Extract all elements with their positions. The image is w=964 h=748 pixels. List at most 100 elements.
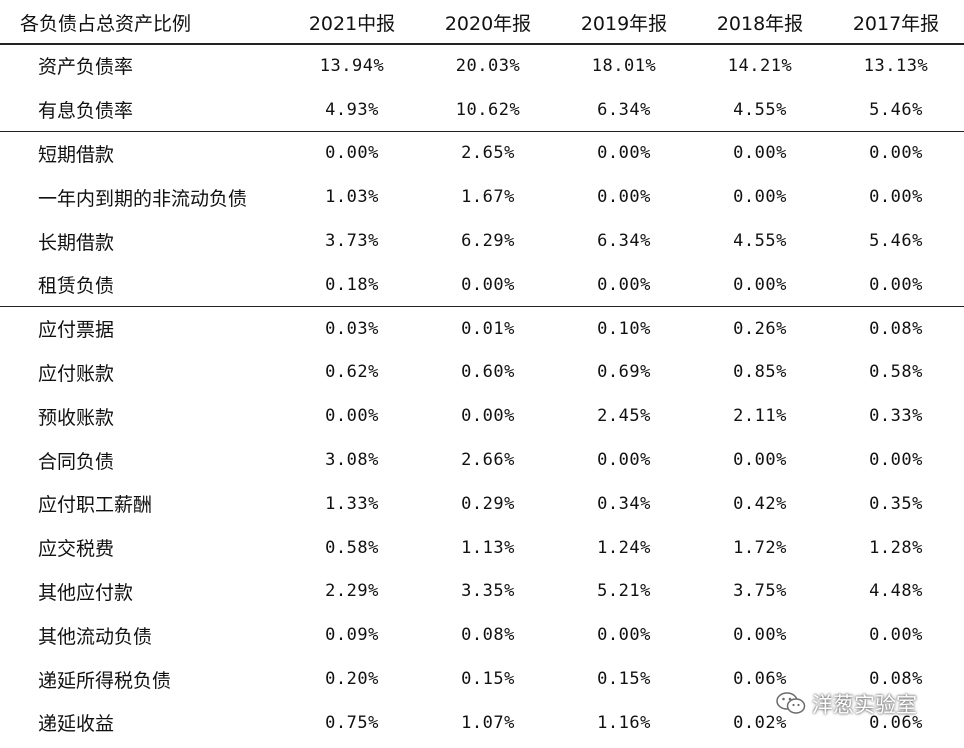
group-divider — [0, 306, 964, 307]
table-row: 租赁负债 0.18% 0.00% 0.00% 0.00% 0.00% — [0, 263, 964, 307]
row-label: 应付职工薪酬 — [38, 494, 153, 517]
value-cell: 4.48% — [869, 581, 923, 602]
value-cell: 2.45% — [597, 406, 651, 427]
value-cell: 0.00% — [461, 274, 515, 295]
table-header-row: 各负债占总资产比例 2021中报 2020年报 2019年报 2018年报 20… — [0, 0, 964, 44]
row-label: 其他应付款 — [38, 581, 134, 604]
header-period: 2017年报 — [852, 12, 940, 35]
row-label: 其他流动负债 — [38, 625, 153, 648]
value-cell: 0.00% — [597, 625, 651, 646]
value-cell: 18.01% — [591, 55, 657, 76]
value-cell: 13.94% — [319, 55, 385, 76]
value-cell: 0.00% — [597, 143, 651, 164]
value-cell: 0.62% — [325, 362, 379, 383]
value-cell: 13.13% — [863, 55, 929, 76]
row-label: 应交税费 — [38, 538, 115, 561]
table-row: 一年内到期的非流动负债 1.03% 1.67% 0.00% 0.00% 0.00% — [0, 175, 964, 219]
table-row: 应付票据 0.03% 0.01% 0.10% 0.26% 0.08% — [0, 307, 964, 351]
header-rule — [0, 43, 964, 45]
value-cell: 0.01% — [461, 318, 515, 339]
value-cell: 0.00% — [733, 274, 787, 295]
value-cell: 1.33% — [325, 493, 379, 514]
value-cell: 0.00% — [869, 143, 923, 164]
table-row: 其他应付款 2.29% 3.35% 5.21% 3.75% 4.48% — [0, 570, 964, 614]
table-row: 资产负债率 13.94% 20.03% 18.01% 14.21% 13.13% — [0, 44, 964, 88]
value-cell: 0.58% — [869, 362, 923, 383]
value-cell: 3.35% — [461, 581, 515, 602]
value-cell: 0.00% — [733, 450, 787, 471]
value-cell: 5.21% — [597, 581, 651, 602]
row-label: 短期借款 — [38, 143, 115, 166]
value-cell: 0.33% — [869, 406, 923, 427]
value-cell: 1.72% — [733, 537, 787, 558]
value-cell: 6.34% — [597, 231, 651, 252]
row-label: 有息负债率 — [38, 100, 134, 123]
value-cell: 4.93% — [325, 99, 379, 120]
value-cell: 0.42% — [733, 493, 787, 514]
value-cell: 2.66% — [461, 450, 515, 471]
value-cell: 1.07% — [461, 712, 515, 733]
value-cell: 0.58% — [325, 537, 379, 558]
value-cell: 6.34% — [597, 99, 651, 120]
row-label: 一年内到期的非流动负债 — [38, 187, 248, 210]
table-row: 递延收益 0.75% 1.07% 1.16% 0.02% 0.06% — [0, 701, 964, 745]
value-cell: 1.13% — [461, 537, 515, 558]
value-cell: 3.08% — [325, 450, 379, 471]
value-cell: 0.00% — [869, 625, 923, 646]
header-period: 2019年报 — [580, 12, 668, 35]
value-cell: 0.34% — [597, 493, 651, 514]
row-label: 应付票据 — [38, 319, 115, 342]
value-cell: 0.26% — [733, 318, 787, 339]
value-cell: 0.35% — [869, 493, 923, 514]
table-row: 预收账款 0.00% 0.00% 2.45% 2.11% 0.33% — [0, 394, 964, 438]
value-cell: 0.20% — [325, 669, 379, 690]
header-period: 2020年报 — [444, 12, 532, 35]
value-cell: 2.29% — [325, 581, 379, 602]
header-label: 各负债占总资产比例 — [20, 12, 192, 35]
value-cell: 4.55% — [733, 231, 787, 252]
value-cell: 0.06% — [733, 669, 787, 690]
value-cell: 0.00% — [733, 625, 787, 646]
value-cell: 0.06% — [869, 712, 923, 733]
value-cell: 2.11% — [733, 406, 787, 427]
value-cell: 0.02% — [733, 712, 787, 733]
row-label: 应付账款 — [38, 362, 115, 385]
value-cell: 0.75% — [325, 712, 379, 733]
value-cell: 20.03% — [455, 55, 521, 76]
value-cell: 0.08% — [869, 669, 923, 690]
value-cell: 14.21% — [727, 55, 793, 76]
row-label: 租赁负债 — [38, 275, 115, 298]
value-cell: 2.65% — [461, 143, 515, 164]
value-cell: 0.00% — [597, 274, 651, 295]
table-row: 长期借款 3.73% 6.29% 6.34% 4.55% 5.46% — [0, 219, 964, 263]
row-label: 资产负债率 — [38, 56, 134, 79]
table-row: 其他流动负债 0.09% 0.08% 0.00% 0.00% 0.00% — [0, 613, 964, 657]
value-cell: 0.00% — [733, 143, 787, 164]
value-cell: 1.24% — [597, 537, 651, 558]
value-cell: 0.69% — [597, 362, 651, 383]
table-row: 递延所得税负债 0.20% 0.15% 0.15% 0.06% 0.08% — [0, 657, 964, 701]
value-cell: 5.46% — [869, 99, 923, 120]
value-cell: 0.18% — [325, 274, 379, 295]
wechat-icon — [776, 691, 806, 717]
value-cell: 0.09% — [325, 625, 379, 646]
header-period: 2021中报 — [308, 12, 396, 35]
row-label: 递延所得税负债 — [38, 669, 172, 692]
row-label: 预收账款 — [38, 406, 115, 429]
table-body: 资产负债率 13.94% 20.03% 18.01% 14.21% 13.13% 有息负债率… — [0, 44, 964, 745]
value-cell: 0.15% — [597, 669, 651, 690]
value-cell: 0.00% — [461, 406, 515, 427]
value-cell: 0.03% — [325, 318, 379, 339]
table-row: 应付职工薪酬 1.33% 0.29% 0.34% 0.42% 0.35% — [0, 482, 964, 526]
value-cell: 0.15% — [461, 669, 515, 690]
value-cell: 4.55% — [733, 99, 787, 120]
value-cell: 0.00% — [869, 450, 923, 471]
value-cell: 0.08% — [461, 625, 515, 646]
value-cell: 0.29% — [461, 493, 515, 514]
value-cell: 1.28% — [869, 537, 923, 558]
value-cell: 0.00% — [325, 406, 379, 427]
value-cell: 0.85% — [733, 362, 787, 383]
value-cell: 0.00% — [733, 187, 787, 208]
value-cell: 1.16% — [597, 712, 651, 733]
